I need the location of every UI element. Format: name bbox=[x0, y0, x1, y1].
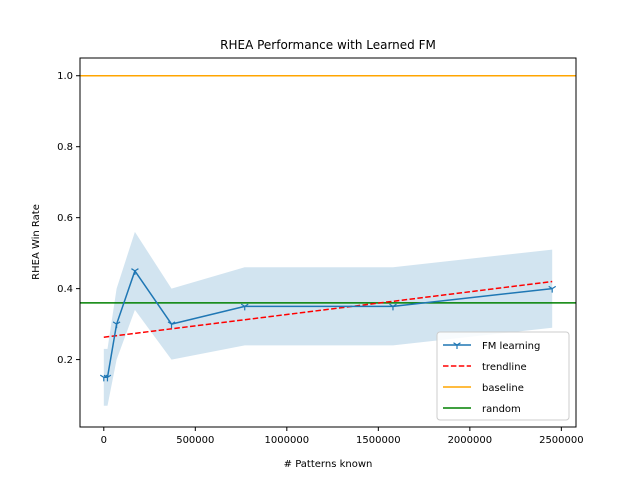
confidence-band-layer bbox=[103, 231, 553, 406]
y-axis-ticks: 0.2 0.4 0.6 0.8 1.0 bbox=[57, 71, 80, 366]
legend-label-baseline: baseline bbox=[482, 383, 524, 394]
fm-learning-point bbox=[389, 303, 397, 311]
fm-learning-line bbox=[103, 270, 553, 379]
fm-learning-point bbox=[131, 268, 139, 275]
x-tick-label: 500000 bbox=[176, 435, 214, 446]
fm-learning-point bbox=[103, 374, 112, 382]
x-tick-label: 1000000 bbox=[265, 435, 310, 446]
y-axis-title: RHEA Win Rate bbox=[31, 204, 42, 280]
fm-learning-point bbox=[167, 321, 176, 329]
legend-label-trendline: trendline bbox=[482, 362, 527, 373]
y-tick-label: 1.0 bbox=[57, 71, 73, 82]
y-tick-label: 0.2 bbox=[57, 355, 73, 366]
chart-title: RHEA Performance with Learned FM bbox=[220, 38, 436, 52]
plot-frame bbox=[79, 57, 577, 428]
x-tick-label: 1500000 bbox=[356, 435, 401, 446]
reference-lines-layer bbox=[80, 74, 576, 304]
fm-learning-point bbox=[240, 303, 249, 311]
legend-box bbox=[436, 331, 570, 421]
x-axis-title: # Patterns known bbox=[284, 459, 373, 470]
fm-learning-point bbox=[112, 321, 121, 329]
fm-learning-point bbox=[548, 285, 557, 293]
fm-learning-band bbox=[103, 231, 553, 406]
legend-marker-fm-learning bbox=[453, 342, 461, 349]
x-tick-label: 2500000 bbox=[539, 435, 584, 446]
legend-label-random: random bbox=[482, 404, 521, 415]
series-layer bbox=[99, 268, 557, 382]
x-tick-label: 2000000 bbox=[448, 435, 493, 446]
legend: FM learning trendline baseline random bbox=[436, 331, 570, 421]
y-tick-label: 0.4 bbox=[57, 284, 73, 295]
x-tick-label: 0 bbox=[101, 435, 107, 446]
y-tick-label: 0.6 bbox=[57, 213, 73, 224]
trendline-line bbox=[103, 280, 553, 338]
x-axis-ticks: 0 500000 1000000 1500000 2000000 2500000 bbox=[101, 427, 584, 446]
y-tick-label: 0.8 bbox=[57, 142, 73, 153]
legend-label-fm-learning: FM learning bbox=[482, 341, 540, 352]
